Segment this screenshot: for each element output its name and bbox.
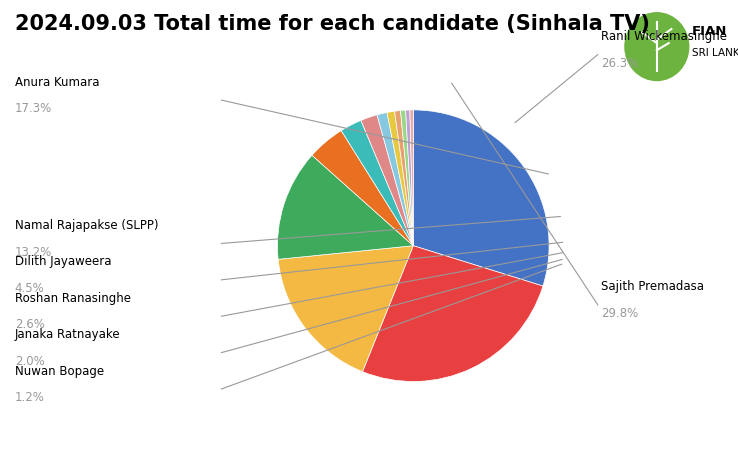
Text: 26.3%: 26.3% <box>601 57 638 70</box>
Wedge shape <box>406 110 413 246</box>
Text: 2024.09.03 Total time for each candidate (Sinhala TV): 2024.09.03 Total time for each candidate… <box>15 14 649 34</box>
Text: 2.0%: 2.0% <box>15 355 44 368</box>
Wedge shape <box>401 110 413 246</box>
Text: 4.5%: 4.5% <box>15 282 44 295</box>
Wedge shape <box>361 115 413 246</box>
Text: 17.3%: 17.3% <box>15 102 52 116</box>
Text: Anura Kumara: Anura Kumara <box>15 76 99 89</box>
Text: 29.8%: 29.8% <box>601 307 638 320</box>
Text: Nuwan Bopage: Nuwan Bopage <box>15 364 104 378</box>
Text: 1.2%: 1.2% <box>15 391 44 404</box>
Wedge shape <box>377 112 413 246</box>
Wedge shape <box>278 246 413 372</box>
Wedge shape <box>277 155 413 259</box>
Text: Roshan Ranasinghe: Roshan Ranasinghe <box>15 292 131 305</box>
Text: Sajith Premadasa: Sajith Premadasa <box>601 280 705 293</box>
Text: Ranil Wickemasinghe: Ranil Wickemasinghe <box>601 30 728 43</box>
Wedge shape <box>395 111 413 246</box>
Text: FIAN: FIAN <box>692 25 728 38</box>
Wedge shape <box>413 110 549 286</box>
Circle shape <box>625 13 689 81</box>
Wedge shape <box>410 110 413 246</box>
Text: 13.2%: 13.2% <box>15 246 52 259</box>
Text: 2.6%: 2.6% <box>15 318 44 332</box>
Text: Dilith Jayaweera: Dilith Jayaweera <box>15 255 111 268</box>
Wedge shape <box>387 111 413 246</box>
Wedge shape <box>312 131 413 246</box>
Text: Janaka Ratnayake: Janaka Ratnayake <box>15 328 120 341</box>
Wedge shape <box>362 246 543 381</box>
Wedge shape <box>341 121 413 246</box>
Text: Namal Rajapakse (SLPP): Namal Rajapakse (SLPP) <box>15 219 158 232</box>
Text: SRI LANKA: SRI LANKA <box>692 48 738 58</box>
